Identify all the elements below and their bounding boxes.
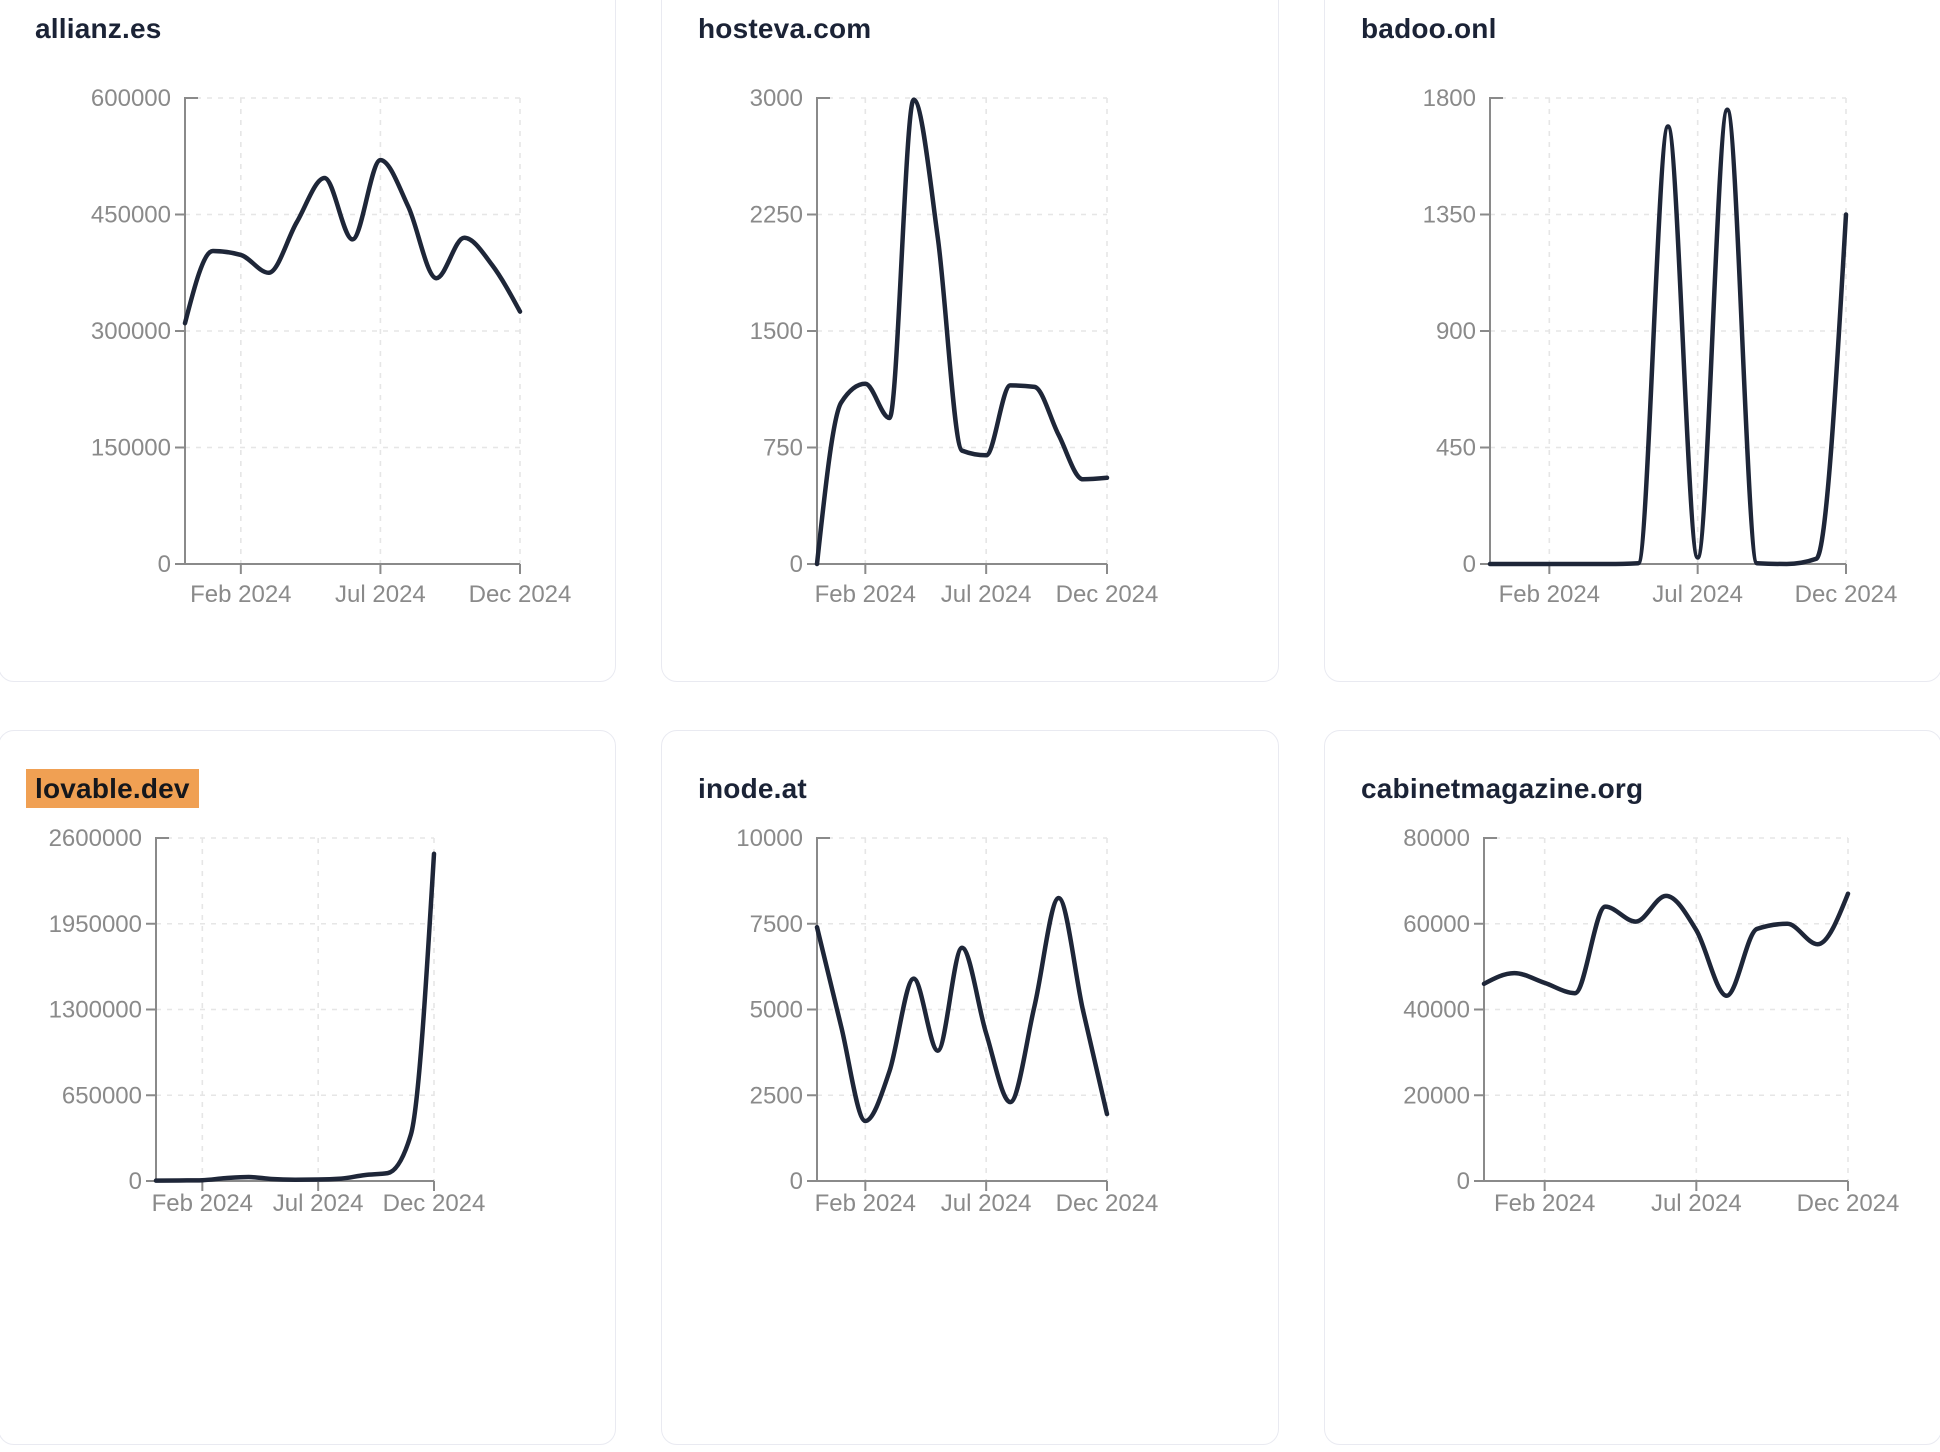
y-axis-label: 80000 — [1403, 825, 1470, 852]
y-axis-label: 0 — [1463, 551, 1476, 578]
y-axis-label: 150000 — [91, 435, 171, 462]
y-axis-label: 2250 — [750, 202, 803, 229]
data-line — [814, 895, 1110, 1124]
line-chart: 0 650000 1300000 1950000 2600000 Feb 2024 Jul … — [49, 825, 486, 1217]
axes — [807, 837, 1108, 1191]
y-axis-label: 1500 — [750, 318, 803, 345]
y-axis-label: 450000 — [91, 202, 171, 229]
y-axis-label: 0 — [129, 1168, 142, 1195]
y-axis-label: 1300000 — [49, 997, 142, 1024]
y-axis-label: 0 — [158, 551, 171, 578]
chart-card-cabinetmagazine-org[interactable]: cabinetmagazine.org 0 20000 40000 60000 80000… — [1324, 730, 1940, 1445]
gridlines — [185, 97, 521, 564]
chart-card-inode-at[interactable]: inode.at 0 2500 5000 7500 10000 Feb 2024 Jul 20… — [661, 730, 1279, 1445]
chart-card-lovable-dev[interactable]: lovable.dev 0 650000 1300000 1950000 2600000 F… — [0, 730, 616, 1445]
y-axis-label: 750 — [763, 435, 803, 462]
data-line — [182, 157, 523, 326]
chart-title: cabinetmagazine.org — [1361, 773, 1644, 804]
chart-card-allianz-es[interactable]: allianz.es 0 150000 300000 450000 600000 Feb 2… — [0, 0, 616, 682]
y-axis-label: 600000 — [91, 85, 171, 112]
x-axis-label: Dec 2024 — [1056, 1190, 1159, 1217]
chart-title: badoo.onl — [1361, 13, 1497, 44]
x-axis-label: Feb 2024 — [190, 581, 291, 608]
x-axis-label: Jul 2024 — [941, 581, 1032, 608]
y-axis-label: 0 — [790, 1168, 803, 1195]
chart-card-badoo-onl[interactable]: badoo.onl 0 450 900 1350 1800 Feb 2024 Jul 2024… — [1324, 0, 1940, 682]
y-axis-label: 40000 — [1403, 997, 1470, 1024]
data-line — [1481, 891, 1851, 999]
y-axis-label: 1350 — [1423, 202, 1476, 229]
y-axis-label: 450 — [1436, 435, 1476, 462]
y-axis-label: 650000 — [62, 1082, 142, 1109]
line-chart: 0 450 900 1350 1800 Feb 2024 Jul 2024 Dec 2024 — [1423, 85, 1898, 608]
x-axis-label: Dec 2024 — [1056, 581, 1159, 608]
data-line — [153, 851, 437, 1183]
y-axis-label: 7500 — [750, 911, 803, 938]
data-line — [1487, 107, 1849, 567]
y-axis-label: 0 — [1457, 1168, 1470, 1195]
x-axis-label: Jul 2024 — [941, 1190, 1032, 1217]
line-chart: 0 2500 5000 7500 10000 Feb 2024 Jul 2024 Dec 20… — [736, 825, 1159, 1217]
gridlines — [817, 837, 1108, 1181]
gridlines — [817, 97, 1108, 564]
x-axis-label: Feb 2024 — [1499, 581, 1600, 608]
data-line — [814, 97, 1110, 567]
y-axis-label: 3000 — [750, 85, 803, 112]
axes — [1474, 837, 1849, 1191]
gridlines — [1484, 837, 1849, 1181]
x-axis-label: Feb 2024 — [815, 1190, 916, 1217]
y-axis-label: 0 — [790, 551, 803, 578]
gridlines — [1490, 97, 1847, 564]
x-axis-label: Jul 2024 — [273, 1190, 364, 1217]
x-axis-label: Feb 2024 — [152, 1190, 253, 1217]
y-axis-label: 300000 — [91, 318, 171, 345]
chart-title: lovable.dev — [26, 769, 199, 808]
chart-title-highlight: lovable.dev — [26, 769, 199, 808]
y-axis-label: 5000 — [750, 997, 803, 1024]
line-chart: 0 750 1500 2250 3000 Feb 2024 Jul 2024 Dec 2024 — [750, 85, 1159, 608]
x-axis-label: Feb 2024 — [815, 581, 916, 608]
chart-title: allianz.es — [35, 13, 162, 44]
x-axis-label: Feb 2024 — [1494, 1190, 1595, 1217]
y-axis-label: 60000 — [1403, 911, 1470, 938]
y-axis-label: 900 — [1436, 318, 1476, 345]
chart-card-hosteva-com[interactable]: hosteva.com 0 750 1500 2250 3000 Feb 2024 Jul 2… — [661, 0, 1279, 682]
axes — [807, 97, 1108, 574]
line-chart: 0 20000 40000 60000 80000 Feb 2024 Jul 2024 Dec… — [1403, 825, 1900, 1217]
x-axis-label: Jul 2024 — [1652, 581, 1743, 608]
x-axis-label: Jul 2024 — [1651, 1190, 1742, 1217]
y-axis-label: 2600000 — [49, 825, 142, 852]
x-axis-label: Dec 2024 — [383, 1190, 486, 1217]
x-axis-label: Dec 2024 — [1797, 1190, 1900, 1217]
gridlines — [156, 837, 435, 1181]
chart-title: hosteva.com — [698, 13, 872, 44]
y-axis-label: 1800 — [1423, 85, 1476, 112]
y-axis-label: 2500 — [750, 1082, 803, 1109]
x-axis-label: Jul 2024 — [335, 581, 426, 608]
x-axis-label: Dec 2024 — [1795, 581, 1898, 608]
axes — [175, 97, 521, 574]
line-chart: 0 150000 300000 450000 600000 Feb 2024 Jul 202… — [91, 85, 572, 608]
y-axis-label: 1950000 — [49, 911, 142, 938]
x-axis-label: Dec 2024 — [469, 581, 572, 608]
axes — [146, 837, 435, 1191]
chart-title: inode.at — [698, 773, 807, 804]
y-axis-label: 20000 — [1403, 1082, 1470, 1109]
y-axis-label: 10000 — [736, 825, 803, 852]
